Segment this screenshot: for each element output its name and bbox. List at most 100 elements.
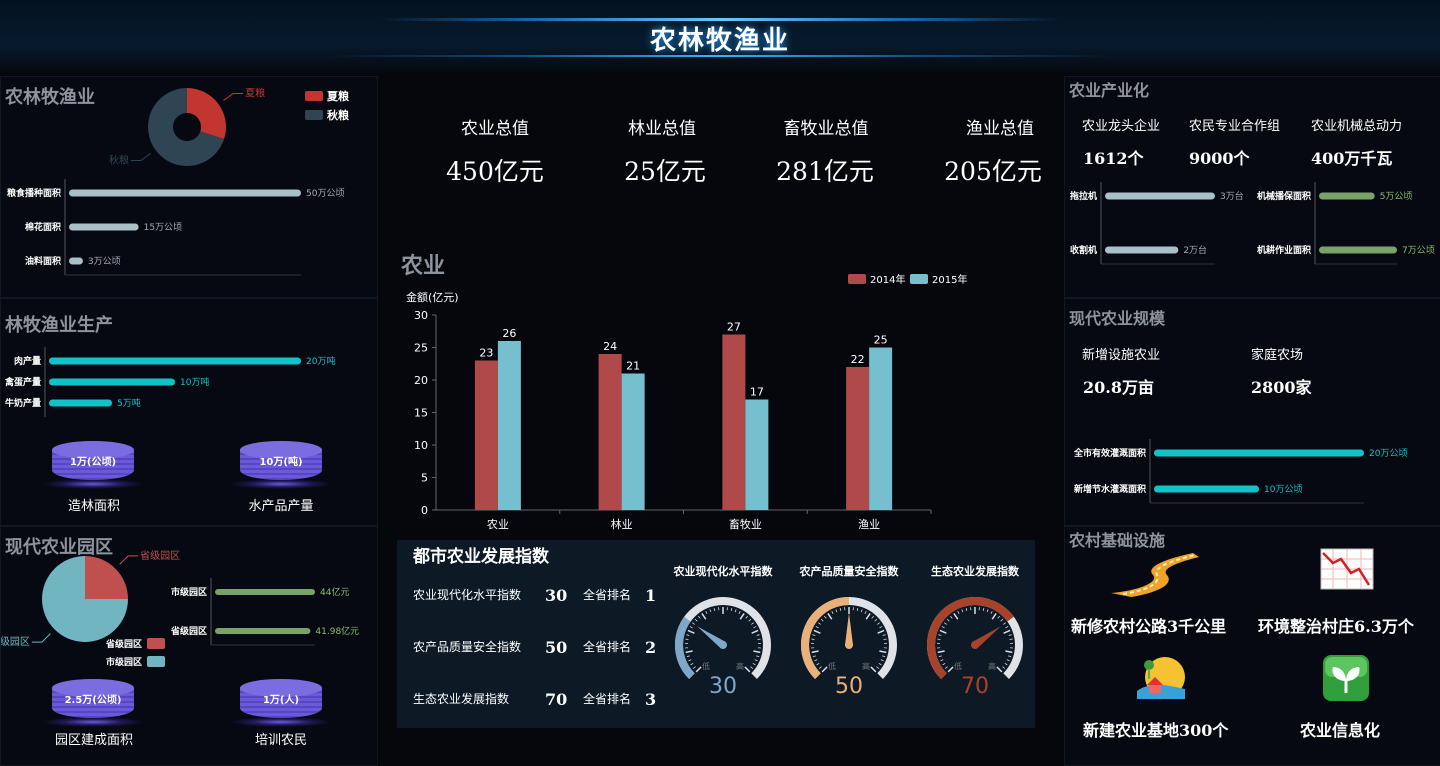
gauge-tick (1007, 660, 1010, 661)
gauge-tick (686, 651, 693, 652)
infra-label: 新修农村公路3千公里 (1071, 613, 1226, 637)
bar-value: 44亿元 (320, 586, 349, 598)
legend-label: 市级园区 (106, 656, 142, 668)
gauge-tick (882, 656, 885, 657)
bar-value: 5万公顷 (1380, 191, 1413, 202)
gauge-tick (753, 663, 756, 665)
gauge-tick (1002, 667, 1004, 669)
legend-swatch (848, 274, 866, 284)
bar-value: 50万公顷 (306, 188, 344, 199)
data-label: 27 (727, 321, 741, 334)
bar-value: 20万吨 (306, 355, 335, 367)
bar-value: 20万公顷 (1369, 448, 1407, 459)
legend-swatch (147, 656, 165, 667)
bar-value: 3万公顷 (88, 256, 121, 267)
chart-decline-icon (1317, 545, 1377, 593)
gauge-tick (740, 613, 744, 619)
bar (49, 400, 112, 407)
gauge-tick (879, 663, 882, 665)
gauge-tick (950, 616, 952, 618)
pie-slice (187, 88, 226, 139)
total-value: 450亿元 (420, 152, 570, 188)
y-tick-label: 30 (414, 309, 428, 322)
gauge-tick (812, 635, 815, 636)
stack-caption: 园区建成面积 (44, 729, 144, 748)
gauge-tick (939, 656, 942, 657)
gauge-tick (710, 609, 711, 612)
gauge-tick (945, 667, 947, 669)
x-tick-label: 畜牧业 (729, 517, 762, 531)
total-value: 281亿元 (750, 152, 900, 188)
bar (1154, 450, 1364, 457)
gauge-tick (687, 656, 690, 657)
gauge-tick (812, 651, 819, 652)
infra-label: 环境整治村庄6.3万个 (1258, 613, 1414, 637)
gauge-tick (942, 626, 945, 627)
bar-value: 2万台 (1183, 244, 1207, 256)
gauge-tick (698, 616, 700, 618)
bar (475, 361, 498, 511)
gauge-tick (983, 608, 984, 611)
gauge-title: 农产品质量安全指数 (799, 564, 900, 578)
bar-label: 肉产量 (14, 355, 41, 367)
gauge-tick (872, 616, 874, 618)
gauge-tick (881, 660, 884, 661)
bar-label: 拖拉机 (1070, 190, 1097, 202)
bar (745, 400, 768, 511)
total-label: 林业总值 (612, 114, 712, 139)
bar (215, 628, 310, 634)
gauge-low-label: 低 (702, 661, 710, 671)
gauge-tick (840, 608, 841, 611)
gauge-tick (1001, 619, 1003, 621)
bar-value: 41.98亿元 (315, 625, 359, 637)
pie-label-line (32, 634, 50, 642)
bar-value: 15万公顷 (144, 222, 182, 233)
gauge-tick (691, 663, 694, 665)
totals-row: 农业总值 450亿元 林业总值 25亿元 畜牧业总值 281亿元 渔业总值 20… (400, 110, 1060, 190)
gauge-tick (866, 613, 870, 619)
gauge-tick (750, 667, 752, 669)
gauge-tick (1008, 656, 1011, 657)
gauge-title: 农业现代化水平指数 (673, 564, 774, 578)
y-tick-label: 15 (414, 407, 428, 420)
gauge-tick (880, 626, 883, 627)
gauge-tick (857, 608, 858, 611)
bar-label: 收割机 (1070, 244, 1097, 256)
gauge-tick (714, 608, 715, 611)
legend-label: 夏粮 (327, 89, 349, 103)
gauge-tick (1009, 635, 1012, 636)
bar-value: 5万吨 (117, 397, 141, 409)
stack-training: 1万(人) (240, 679, 322, 725)
bar (69, 190, 301, 197)
gauge-tick (817, 663, 820, 665)
bar (722, 335, 745, 511)
gauge-tick (879, 651, 886, 652)
bar-label: 全市有效灌溉面积 (1073, 447, 1146, 459)
legend-swatch (910, 274, 928, 284)
bar-label: 机械播保面积 (1257, 190, 1311, 202)
gauge-tick (814, 660, 817, 661)
bar-value: 10万吨 (180, 376, 209, 388)
legend-swatch (305, 91, 323, 101)
bar (622, 374, 645, 511)
gauge-tick (878, 630, 884, 633)
gauge-tick (756, 656, 759, 657)
gauge-tick (739, 611, 740, 614)
bar (498, 341, 521, 510)
gauge-tick (686, 635, 689, 636)
gauge-tick (749, 619, 751, 621)
bar (1154, 486, 1259, 493)
gauge-tick (1003, 623, 1005, 625)
bar-label: 机耕作业面积 (1257, 244, 1311, 256)
stack-caption: 培训农民 (231, 729, 331, 748)
pie-label: 秋粮 (109, 154, 129, 167)
pie-label-line (223, 93, 243, 100)
gauge-tick (883, 635, 886, 636)
